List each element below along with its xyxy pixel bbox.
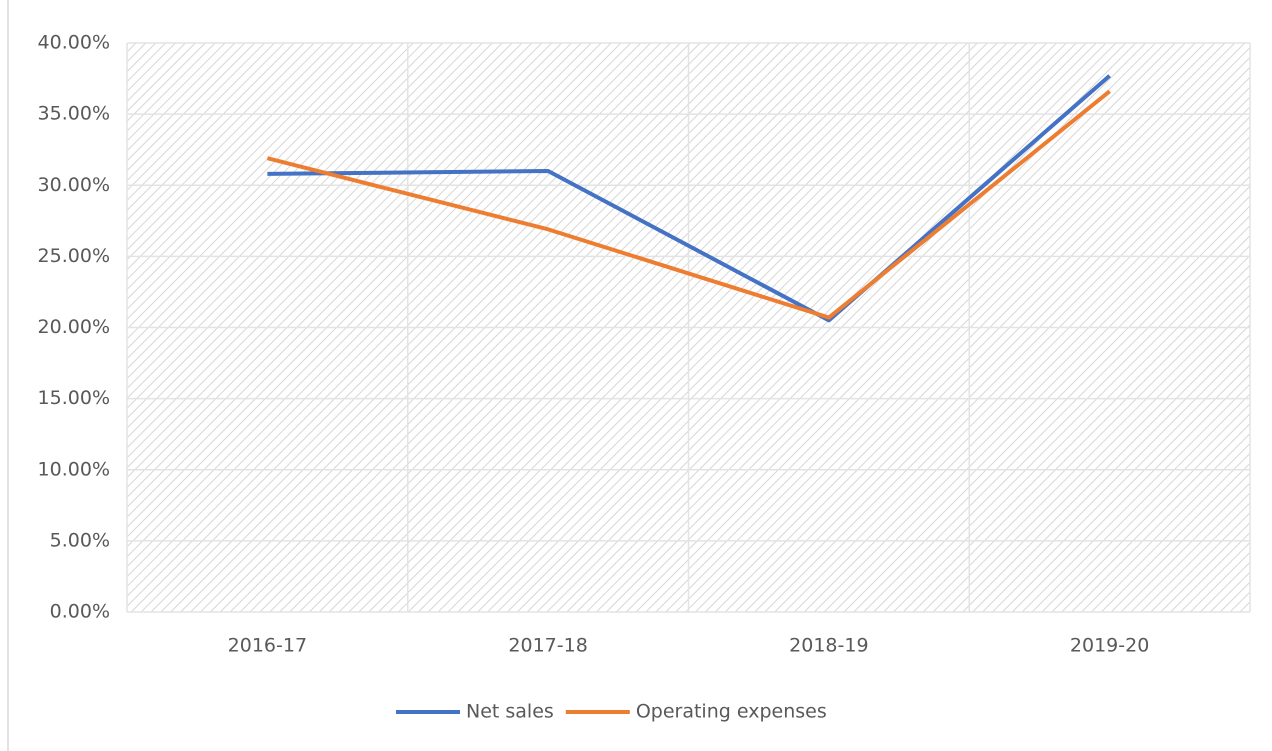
y-tick-label: 25.00% — [38, 245, 110, 267]
y-tick-label: 10.00% — [38, 458, 110, 480]
legend-label: Operating expenses — [636, 701, 827, 723]
y-tick-label: 20.00% — [38, 316, 110, 338]
x-tick-label: 2016-17 — [228, 635, 307, 657]
series-line — [266, 89, 1111, 320]
x-tick-label: 2017-18 — [508, 635, 587, 657]
x-tick-label: 2019-20 — [1070, 635, 1149, 657]
legend-label: Net sales — [466, 701, 554, 723]
y-tick-label: 30.00% — [38, 174, 110, 196]
y-tick-label: 15.00% — [38, 387, 110, 409]
y-tick-label: 40.00% — [38, 32, 110, 54]
y-tick-label: 0.00% — [50, 601, 110, 623]
series-line — [267, 74, 1111, 323]
x-tick-label: 2018-19 — [789, 635, 868, 657]
y-tick-label: 35.00% — [38, 103, 110, 125]
y-tick-label: 5.00% — [50, 529, 110, 551]
